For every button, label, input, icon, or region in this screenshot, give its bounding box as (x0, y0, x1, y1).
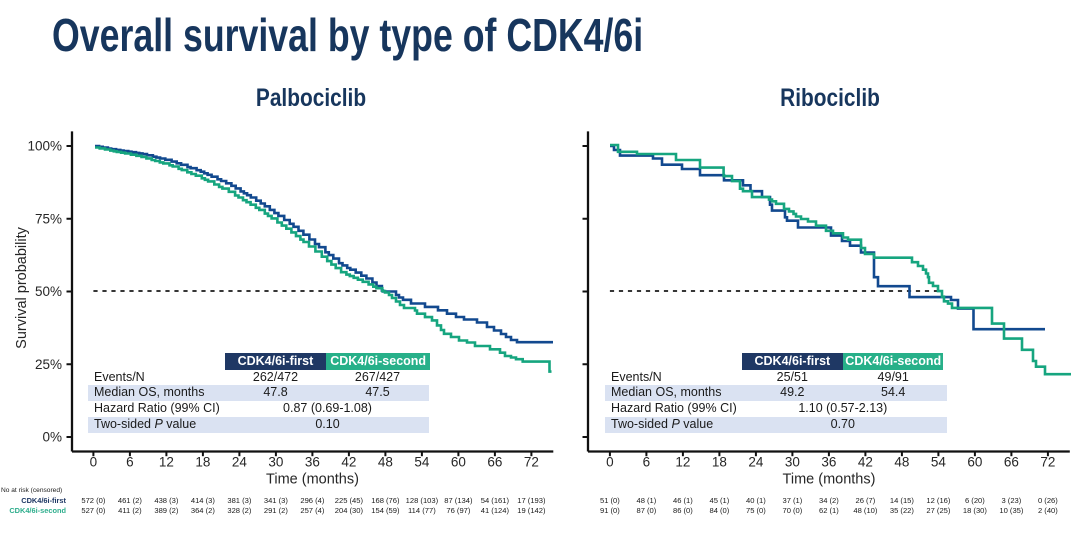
svg-text:36: 36 (821, 455, 836, 470)
svg-text:66: 66 (1004, 455, 1019, 470)
svg-text:12: 12 (675, 455, 690, 470)
svg-text:42: 42 (858, 455, 873, 470)
svg-text:42: 42 (341, 455, 356, 470)
svg-text:36: 36 (305, 455, 320, 470)
svg-text:18: 18 (712, 455, 727, 470)
svg-text:66: 66 (487, 455, 502, 470)
svg-text:6: 6 (126, 455, 134, 470)
svg-text:Time (months): Time (months) (266, 472, 359, 488)
svg-text:Survival probability: Survival probability (14, 226, 30, 348)
svg-text:0%: 0% (42, 430, 62, 445)
svg-text:Time (months): Time (months) (783, 472, 876, 488)
svg-text:100%: 100% (27, 139, 62, 154)
svg-text:30: 30 (785, 455, 800, 470)
svg-text:24: 24 (232, 455, 248, 470)
svg-text:72: 72 (1040, 455, 1055, 470)
svg-text:12: 12 (159, 455, 174, 470)
svg-text:18: 18 (195, 455, 210, 470)
svg-text:48: 48 (894, 455, 909, 470)
svg-text:30: 30 (268, 455, 283, 470)
svg-text:0: 0 (90, 455, 98, 470)
svg-text:60: 60 (451, 455, 466, 470)
svg-text:54: 54 (931, 455, 947, 470)
svg-text:54: 54 (414, 455, 430, 470)
svg-text:6: 6 (643, 455, 651, 470)
svg-text:72: 72 (524, 455, 539, 470)
svg-text:0: 0 (606, 455, 614, 470)
svg-text:60: 60 (967, 455, 982, 470)
svg-text:25%: 25% (35, 357, 62, 372)
svg-text:24: 24 (748, 455, 764, 470)
svg-text:75%: 75% (35, 211, 62, 226)
svg-text:50%: 50% (35, 284, 62, 299)
svg-text:48: 48 (378, 455, 393, 470)
